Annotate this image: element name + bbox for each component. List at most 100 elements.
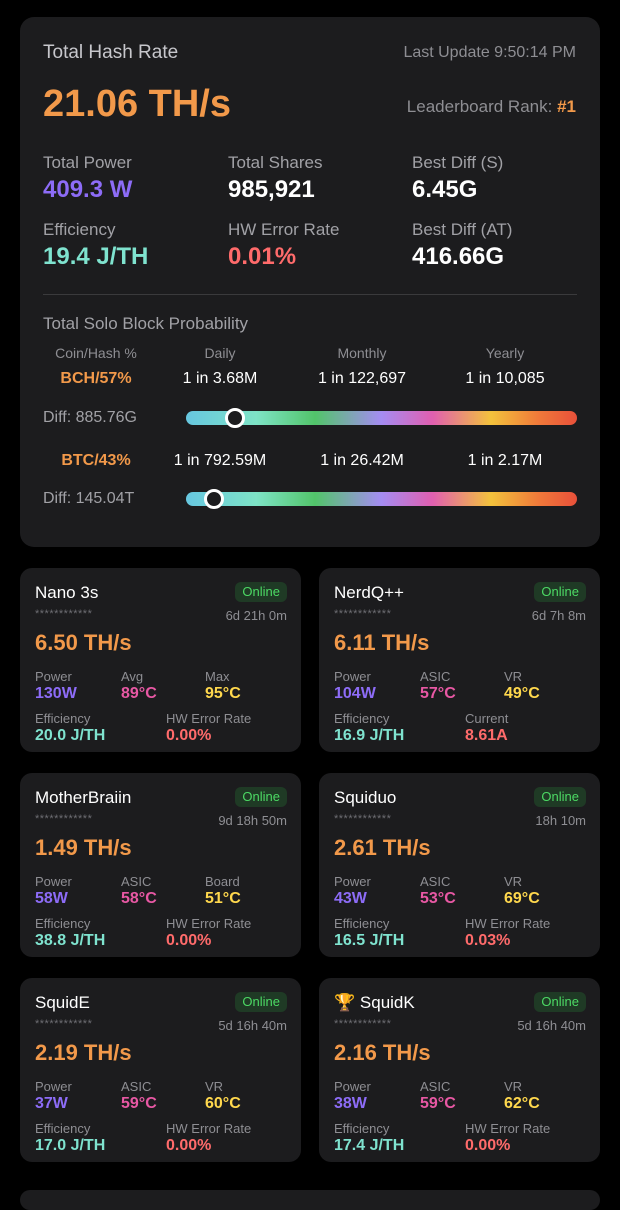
best-diff-s-value: 6.45G (412, 176, 478, 203)
stat-label: Efficiency (334, 1121, 390, 1136)
status-badge: Online (534, 992, 586, 1012)
efficiency-value: 19.4 J/TH (43, 243, 149, 270)
stat-label: ASIC (121, 1079, 152, 1094)
power-value: 38W (334, 1095, 367, 1112)
miner-hash-rate: 6.50 TH/s (35, 630, 132, 655)
masked-address: ************ (35, 813, 93, 825)
stat-label: Power (334, 874, 371, 889)
miner-card[interactable]: NerdQ++ Online ************ 6d 7h 8m 6.1… (319, 568, 600, 752)
temp-value: 57°C (420, 685, 456, 702)
miner-name-text: NerdQ++ (334, 583, 404, 602)
uptime: 5d 16h 40m (218, 1018, 287, 1033)
bch-monthly: 1 in 122,697 (317, 370, 407, 387)
leaderboard-label: Leaderboard Rank: (406, 97, 553, 116)
hw-error-label: HW Error Rate (228, 220, 340, 239)
leaderboard-rank[interactable]: Leaderboard Rank: #1 (407, 97, 576, 117)
miner-hash-rate: 2.61 TH/s (334, 835, 431, 860)
miner-card[interactable]: Nano 3s Online ************ 6d 21h 0m 6.… (20, 568, 301, 752)
miner-name-text: Squiduo (334, 788, 397, 807)
miner-name: Nano 3s (35, 583, 98, 603)
error-value: 0.03% (465, 932, 511, 949)
miner-hash-rate: 2.16 TH/s (334, 1040, 431, 1065)
miner-card[interactable]: Squiduo Online ************ 18h 10m 2.61… (319, 773, 600, 957)
best-diff-at-value: 416.66G (412, 243, 505, 270)
total-hash-rate-value: 21.06 TH/s (43, 83, 231, 125)
btc-yearly: 1 in 2.17M (467, 452, 543, 469)
stat-label: ASIC (420, 669, 451, 684)
efficiency-value: 16.5 J/TH (334, 932, 405, 949)
bch-difficulty-bar (186, 408, 577, 428)
miner-card[interactable]: MotherBraiin Online ************ 9d 18h … (20, 773, 301, 957)
total-shares-value: 985,921 (228, 176, 315, 203)
trophy-icon: 🏆 (334, 993, 356, 1012)
header-monthly: Monthly (337, 345, 387, 361)
stat-label: HW Error Rate (166, 916, 252, 931)
status-badge: Online (534, 787, 586, 807)
error-value: 0.00% (166, 727, 212, 744)
temp-value: 59°C (121, 1095, 157, 1112)
masked-address: ************ (35, 608, 93, 620)
stat-label: Board (205, 874, 240, 889)
masked-address: ************ (334, 608, 392, 620)
miner-hash-rate: 6.11 TH/s (334, 630, 430, 655)
total-power-label: Total Power (43, 153, 132, 172)
miner-name: SquidE (35, 993, 90, 1013)
leaderboard-rank-value: #1 (557, 97, 576, 116)
probability-title: Total Solo Block Probability (43, 314, 249, 333)
temp-value: 59°C (420, 1095, 456, 1112)
uptime: 5d 16h 40m (517, 1018, 586, 1033)
miner-name-text: SquidK (359, 993, 415, 1012)
best-diff-at-label: Best Diff (AT) (412, 220, 513, 239)
hw-error-value: 0.01% (228, 243, 297, 270)
temp-value: 53°C (420, 890, 456, 907)
stat-label: ASIC (420, 874, 451, 889)
best-diff-s-label: Best Diff (S) (412, 153, 504, 172)
temp-value: 69°C (504, 890, 540, 907)
stat-label: ASIC (121, 874, 152, 889)
efficiency-value: 38.8 J/TH (35, 932, 106, 949)
bch-yearly: 1 in 10,085 (465, 370, 545, 387)
header-coin-hash: Coin/Hash % (55, 345, 137, 361)
stat-label: VR (504, 1079, 523, 1094)
error-value: 0.00% (465, 1137, 511, 1154)
masked-address: ************ (334, 1018, 392, 1030)
masked-address: ************ (334, 813, 392, 825)
btc-difficulty-bar (186, 489, 577, 509)
miner-card[interactable]: SquidE Online ************ 5d 16h 40m 2.… (20, 978, 301, 1162)
stat-label: VR (504, 874, 523, 889)
temp-value: 49°C (504, 685, 540, 702)
miner-name: NerdQ++ (334, 583, 404, 603)
temp-value: 95°C (205, 685, 241, 702)
error-value: 0.00% (166, 1137, 212, 1154)
uptime: 18h 10m (535, 813, 586, 828)
miner-name: 🏆 SquidK (334, 993, 415, 1013)
miner-hash-rate: 1.49 TH/s (35, 835, 132, 860)
power-value: 58W (35, 890, 68, 907)
bch-diff: Diff: 885.76G (43, 409, 137, 426)
next-miner-card[interactable] (20, 1190, 600, 1210)
temp-value: 60°C (205, 1095, 241, 1112)
efficiency-value: 16.9 J/TH (334, 727, 405, 744)
stat-label: HW Error Rate (465, 1121, 551, 1136)
stat-label: Max (205, 669, 230, 684)
last-update: Last Update 9:50:14 PM (403, 44, 576, 61)
temp-value: 51°C (205, 890, 241, 907)
miner-card[interactable]: 🏆 SquidK Online ************ 5d 16h 40m … (319, 978, 600, 1162)
temp-value: 58°C (121, 890, 157, 907)
uptime: 9d 18h 50m (218, 813, 287, 828)
masked-address: ************ (35, 1018, 93, 1030)
total-power-value: 409.3 W (43, 176, 133, 203)
bch-coin-hash: BCH/57% (60, 370, 132, 387)
stat-label: Efficiency (35, 916, 91, 931)
status-badge: Online (534, 582, 586, 602)
stat-label: HW Error Rate (166, 1121, 252, 1136)
efficiency-value: 17.0 J/TH (35, 1137, 106, 1154)
status-badge: Online (235, 582, 287, 602)
summary-title: Total Hash Rate (43, 42, 179, 63)
stat-label: Current (465, 711, 509, 726)
temp-value: 62°C (504, 1095, 540, 1112)
temp-value: 89°C (121, 685, 157, 702)
total-shares-label: Total Shares (228, 153, 323, 172)
stat-label: Power (35, 874, 72, 889)
miner-name: Squiduo (334, 788, 396, 808)
